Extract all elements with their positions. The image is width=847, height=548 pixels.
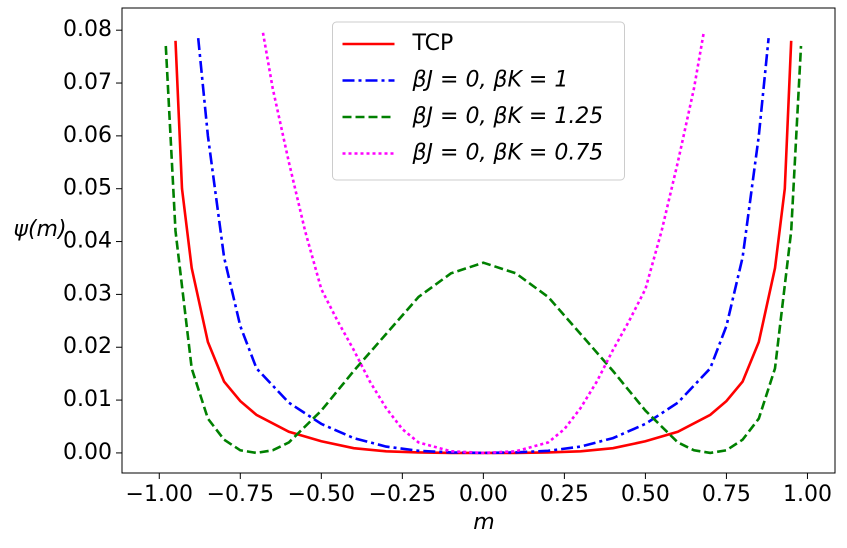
x-tick-label: 0.00 <box>459 482 508 507</box>
line-series <box>261 32 705 455</box>
plot-frame <box>121 7 836 474</box>
legend-label: TCP <box>412 31 454 56</box>
x-tick-label: 0.75 <box>702 482 751 507</box>
x-tick-label: −0.75 <box>207 482 274 507</box>
y-tick-label: 0.04 <box>63 229 112 254</box>
line-series <box>164 45 803 455</box>
legend-label: βJ = 0, βK = 1.25 <box>412 104 604 129</box>
y-axis-label: ψ(m) <box>13 217 66 242</box>
legend-label: βJ = 0, βK = 1 <box>412 68 569 93</box>
x-axis-label: m <box>473 510 494 535</box>
y-tick-label: 0.08 <box>63 17 112 42</box>
legend-label: βJ = 0, βK = 0.75 <box>412 141 604 166</box>
x-tick-label: −0.25 <box>369 482 436 507</box>
y-tick-label: 0.07 <box>63 70 112 95</box>
x-tick-label: −0.50 <box>288 482 355 507</box>
legend-box <box>332 21 625 181</box>
x-tick-label: −1.00 <box>126 482 193 507</box>
x-tick-label: 0.50 <box>621 482 670 507</box>
y-tick-label: 0.00 <box>63 440 112 465</box>
x-tick-label: 1.00 <box>783 482 832 507</box>
y-tick-label: 0.06 <box>63 123 112 148</box>
y-tick-label: 0.03 <box>63 281 112 306</box>
y-tick-label: 0.02 <box>63 334 112 359</box>
line-series <box>196 37 770 455</box>
y-tick-label: 0.01 <box>63 387 112 412</box>
y-tick-label: 0.05 <box>63 176 112 201</box>
x-tick-label: 0.25 <box>540 482 589 507</box>
